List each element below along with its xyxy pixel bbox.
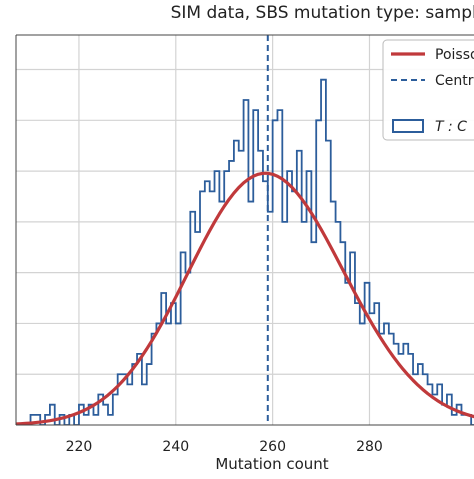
legend: Poisso Centr T : C — [382, 39, 474, 141]
poisson-curve — [16, 171, 474, 425]
legend-label-histogram: T : C — [435, 119, 467, 135]
x-axis-label: Mutation count — [215, 455, 328, 473]
legend-box — [382, 39, 474, 141]
plot-area — [16, 35, 474, 425]
legend-histogram-swatch — [392, 119, 424, 133]
x-tick-label-2: 260 — [259, 439, 286, 455]
legend-label-center: Centr — [435, 73, 474, 89]
x-tick-label-1: 240 — [162, 439, 189, 455]
chart-title: SIM data, SBS mutation type: sample 8 — [171, 3, 474, 23]
legend-label-poisson: Poisso — [435, 47, 474, 63]
x-tick-label-3: 280 — [356, 439, 383, 455]
x-axis-ticks: 220 240 260 280 — [66, 439, 383, 455]
x-tick-label-0: 220 — [66, 439, 93, 455]
